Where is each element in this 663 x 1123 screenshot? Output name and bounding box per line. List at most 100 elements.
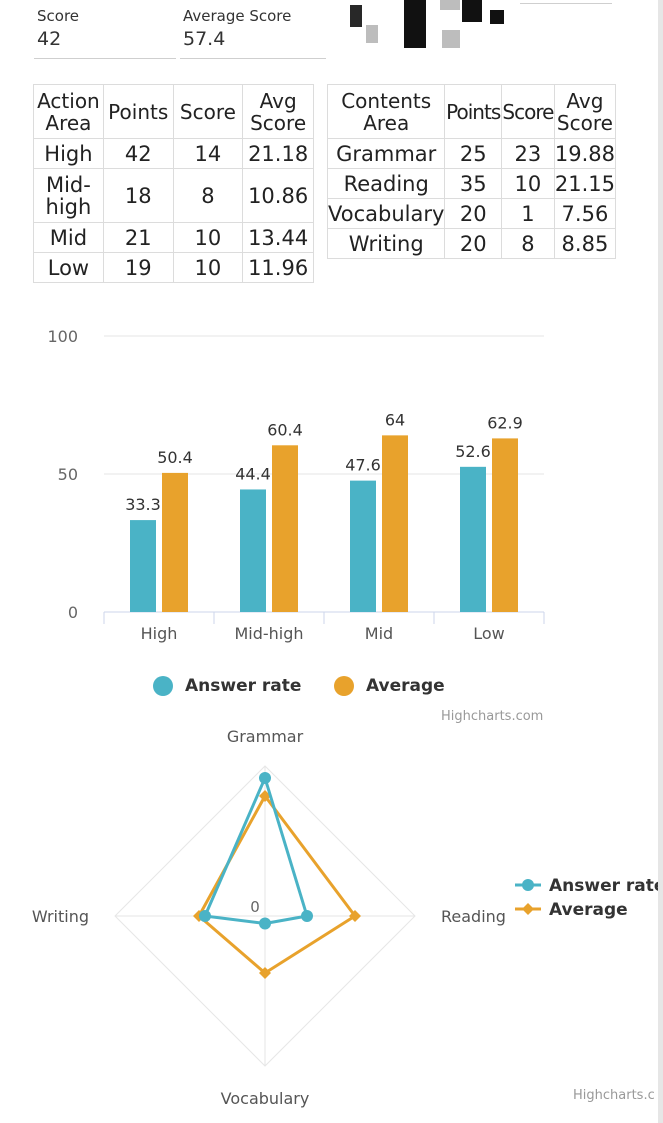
right-frame-edge — [658, 0, 663, 1123]
table-cell: Mid — [33, 222, 104, 253]
score-label: Score — [37, 7, 80, 25]
table-cell: 20 — [444, 228, 502, 259]
data-label: 44.4 — [235, 464, 271, 483]
table-cell: 10 — [172, 222, 244, 253]
highcharts-credit[interactable]: Highcharts.com — [441, 709, 544, 724]
x-tick-label: High — [141, 624, 178, 643]
header-points: Points — [444, 84, 502, 139]
header-score: Score — [172, 84, 244, 139]
table-cell: 19 — [102, 252, 174, 283]
radar-category-label: Vocabulary — [221, 1089, 310, 1108]
table-cell: High — [33, 138, 104, 169]
table-cell: 8 — [172, 168, 244, 223]
table-row: Writing 20 8 8.85 — [326, 228, 617, 259]
radar-chart: 0 Grammar Reading Vocabulary Writing Answer r… — [32, 727, 663, 1108]
radar-point-answer-rate — [259, 772, 271, 784]
table-cell: Writing — [326, 228, 446, 259]
data-label: 47.6 — [345, 456, 381, 475]
y-tick-label: 100 — [47, 327, 78, 346]
x-tick-label: Mid-high — [234, 624, 303, 643]
radar-legend-label: Answer rate — [549, 876, 663, 896]
data-label: 33.3 — [125, 495, 161, 514]
radar-category-label: Writing — [32, 907, 89, 926]
top-right-underline — [520, 3, 612, 4]
table-cell: 25 — [444, 138, 502, 169]
table-row: High 42 14 21.18 — [33, 138, 314, 169]
table-cell: 21 — [102, 222, 174, 253]
radar-legend-marker — [522, 879, 534, 891]
table-cell: 10.86 — [242, 168, 314, 223]
radar-point-answer-rate — [259, 917, 271, 930]
table-row: Vocabulary 20 1 7.56 — [326, 198, 617, 229]
table-cell: 10 — [500, 168, 555, 199]
table-cell: 21.18 — [242, 138, 314, 169]
table-cell: Low — [33, 252, 104, 283]
contents-area-table: Contents Area Points Score Avg Score Gra… — [326, 84, 617, 259]
table-cell: Vocabulary — [326, 198, 446, 229]
data-label: 52.6 — [455, 442, 491, 461]
radar-category-label: Grammar — [227, 727, 304, 746]
legend-label-average: Average — [366, 676, 445, 696]
bar-answer-rate — [350, 480, 376, 612]
data-label: 62.9 — [487, 413, 523, 432]
table-row: Grammar 25 23 19.88 — [326, 138, 617, 169]
table-cell: 8.85 — [553, 228, 617, 259]
legend-marker-answer-rate — [153, 676, 173, 696]
table-cell: Mid-high — [33, 168, 104, 223]
table-cell: 18 — [102, 168, 174, 223]
legend-label-answer-rate: Answer rate — [185, 676, 302, 696]
header-action-area: Action Area — [33, 84, 104, 139]
bar-chart: 0 50 100 High 33.3 50.4 Mid-high 44.4 60.4 Mid 47.… — [47, 327, 545, 643]
table-cell: Reading — [326, 168, 446, 199]
radar-point-answer-rate — [301, 910, 313, 922]
bar-answer-rate — [240, 489, 266, 612]
action-area-table: Action Area Points Score Avg Score High … — [33, 84, 314, 283]
data-label: 50.4 — [157, 448, 193, 467]
table-cell: 23 — [500, 138, 555, 169]
average-score-label: Average Score — [183, 7, 292, 25]
header-contents-area: Contents Area — [326, 84, 446, 139]
table-cell: 7.56 — [553, 198, 617, 229]
data-label: 64 — [385, 410, 405, 429]
bar-answer-rate — [460, 466, 486, 612]
table-cell: 42 — [102, 138, 174, 169]
legend-item-average[interactable]: Average — [334, 676, 445, 696]
highcharts-credit[interactable]: Highcharts.c — [573, 1088, 655, 1103]
radar-point-average — [349, 910, 361, 922]
radar-point-average — [259, 967, 271, 979]
table-row: Mid 21 10 13.44 — [33, 222, 314, 253]
table-cell: Grammar — [326, 138, 446, 169]
x-tick-label: Low — [473, 624, 505, 643]
table-cell: 14 — [172, 138, 244, 169]
score-value: 42 — [37, 28, 62, 50]
data-label: 60.4 — [267, 420, 303, 439]
legend-marker-average — [334, 676, 354, 696]
table-cell: 20 — [444, 198, 502, 229]
y-tick-label: 0 — [68, 603, 78, 622]
x-tick-label: Mid — [365, 624, 393, 643]
table-row: Mid-high 18 8 10.86 — [33, 168, 314, 223]
header-avg-score: Avg Score — [242, 84, 314, 139]
y-tick-label: 50 — [58, 465, 78, 484]
average-score-underline — [180, 58, 326, 59]
header-avg-score: Avg Score — [553, 84, 617, 139]
bar-average — [272, 445, 298, 612]
table-cell: 21.15 — [553, 168, 617, 199]
table-cell: 1 — [500, 198, 555, 229]
bar-average — [382, 435, 408, 612]
table-header-row: Action Area Points Score Avg Score — [33, 84, 314, 139]
radar-legend-marker — [522, 903, 534, 915]
bar-average — [492, 438, 518, 612]
table-header-row: Contents Area Points Score Avg Score — [326, 84, 617, 139]
radar-legend-label: Average — [549, 900, 628, 920]
table-cell: 8 — [500, 228, 555, 259]
legend-item-answer-rate[interactable]: Answer rate — [153, 676, 301, 696]
table-cell: 13.44 — [242, 222, 314, 253]
radar-point-answer-rate — [199, 910, 211, 922]
average-score-value: 57.4 — [183, 28, 226, 50]
radar-category-label: Reading — [441, 907, 506, 926]
score-underline — [34, 58, 176, 59]
header-score: Score — [500, 84, 555, 139]
radar-tick-label: 0 — [250, 898, 260, 916]
bar-answer-rate — [130, 520, 156, 612]
